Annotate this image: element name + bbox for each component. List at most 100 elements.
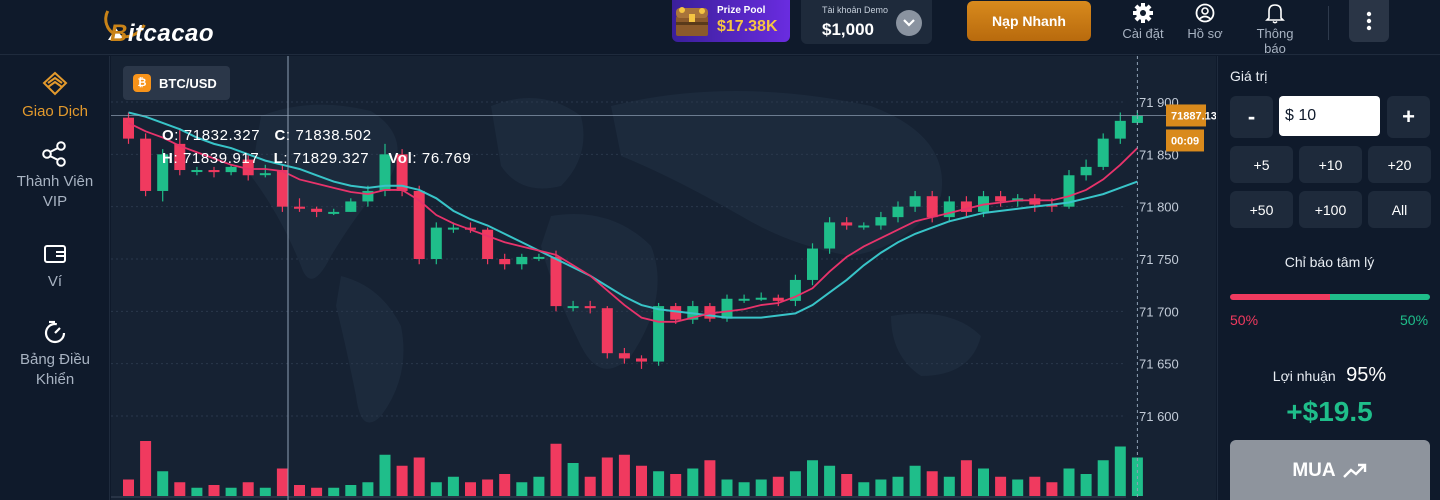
candle-body	[242, 159, 254, 176]
volume-bar	[687, 468, 699, 496]
dashboard-icon	[44, 320, 66, 344]
candle-body	[1097, 138, 1109, 167]
candle-body	[550, 256, 562, 307]
volume-bars	[111, 441, 1143, 498]
amount-input[interactable]: $ 10	[1279, 96, 1380, 136]
buy-button[interactable]: MUA	[1230, 440, 1430, 500]
quick-amount-all[interactable]: All	[1368, 191, 1431, 228]
candle-body	[943, 201, 955, 218]
logo[interactable]: Bitcacao	[52, 0, 214, 47]
quick-amount-10[interactable]: +10	[1299, 146, 1362, 183]
quick-amount-20[interactable]: +20	[1368, 146, 1431, 183]
sidebar-item-dashboard[interactable]: Bảng Điều Khiển	[0, 318, 110, 390]
kebab-menu-icon	[1366, 11, 1372, 31]
ohlc-row-2: H: 71839.917 L: 71829.327 Vol: 76.769	[162, 150, 472, 167]
profit-percent: 95%	[1346, 364, 1387, 386]
candle-body	[533, 256, 545, 259]
price-chart[interactable]: 71 900 71 850 71 800 71 750 71 700 71 650 71 6…	[111, 56, 1216, 500]
candle-body	[841, 222, 853, 226]
trade-panel: Giá trị - $ 10 + +5 +10 +20 +50 +100 All…	[1217, 56, 1440, 500]
sidebar-item-label: Thành Viên VIP	[16, 173, 94, 210]
profit-value: +$19.5	[1286, 396, 1373, 427]
candle-body	[1080, 166, 1092, 176]
gear-icon	[1133, 3, 1153, 23]
volume-bar	[447, 476, 459, 496]
volume-bar	[960, 460, 972, 496]
high-value: 71839.917	[182, 150, 260, 167]
volume-bar	[1097, 460, 1109, 496]
increase-amount-button[interactable]: +	[1387, 96, 1430, 138]
user-icon	[1195, 3, 1215, 23]
countdown-label: 00:09	[1171, 135, 1199, 147]
volume-bar	[1063, 468, 1075, 496]
volume-bar	[123, 479, 134, 496]
sentiment-sell-fill	[1230, 294, 1330, 300]
volume-bar	[653, 471, 665, 496]
low-value: 71829.327	[292, 150, 370, 167]
quick-amount-100[interactable]: +100	[1299, 191, 1362, 228]
sidebar-item-vip[interactable]: Thành Viên VIP	[0, 140, 110, 212]
sentiment-sell-percent: 50%	[1230, 312, 1259, 328]
settings-button[interactable]: Cài đặt	[1113, 2, 1173, 41]
candle-body	[636, 358, 647, 362]
quick-amount-50[interactable]: +50	[1230, 191, 1293, 228]
volume-value: 76.769	[421, 150, 472, 167]
candle-body	[755, 297, 767, 300]
sidebar-item-wallet[interactable]: Ví	[0, 240, 110, 292]
pair-selector[interactable]: ₿ BTC/USD	[123, 66, 230, 100]
volume-bar	[704, 460, 716, 496]
candle-body	[294, 206, 305, 209]
candle-body	[584, 306, 596, 309]
candle-body	[618, 353, 630, 359]
volume-bar	[379, 454, 391, 496]
prize-pool-value: $17.38K	[717, 18, 778, 35]
volume-bar	[858, 482, 870, 496]
volume-bar	[362, 482, 374, 496]
profile-label: Hồ sơ	[1187, 26, 1223, 41]
volume-bar	[841, 474, 853, 496]
volume-bar	[140, 441, 152, 496]
candle-body	[670, 306, 682, 320]
notifications-button[interactable]: Thông báo	[1245, 2, 1305, 56]
candle-body	[704, 306, 716, 319]
price-tick-label: 71 650	[1139, 357, 1179, 372]
volume-bar	[567, 463, 579, 496]
account-dropdown-button[interactable]	[896, 10, 922, 36]
volume-bar	[482, 479, 494, 496]
volume-bar	[875, 479, 887, 496]
volume-bar	[755, 479, 767, 496]
deposit-button[interactable]: Nạp Nhanh	[967, 1, 1091, 41]
candle-body	[1046, 204, 1058, 207]
volume-bar	[789, 471, 801, 496]
open-label: O	[162, 127, 175, 144]
candle-body	[447, 227, 459, 230]
sidebar-item-trade[interactable]: Giao Dịch	[0, 70, 110, 122]
volume-bar	[926, 471, 938, 496]
volume-bar	[772, 476, 784, 496]
volume-bar	[824, 465, 836, 496]
candle-body	[208, 170, 220, 173]
prize-pool[interactable]: Prize Pool $17.38K	[672, 0, 790, 42]
candle-body	[430, 227, 442, 259]
more-menu-button[interactable]	[1349, 0, 1389, 42]
candle-body	[191, 170, 203, 173]
profile-button[interactable]: Hồ sơ	[1175, 2, 1235, 41]
volume-bar	[242, 482, 254, 496]
volume-bar	[978, 468, 989, 496]
decrease-amount-button[interactable]: -	[1230, 96, 1273, 138]
candle-body	[858, 225, 870, 228]
account-selector[interactable]: Tài khoản Demo $1,000	[801, 0, 932, 44]
volume-bar	[174, 482, 186, 496]
volume-bar	[943, 476, 955, 496]
bitcoin-icon: ₿	[133, 74, 151, 92]
volume-bar	[191, 487, 203, 496]
volume-bar	[208, 485, 220, 496]
price-tick-label: 71 750	[1139, 252, 1179, 267]
quick-amount-5[interactable]: +5	[1230, 146, 1293, 183]
candle-body	[465, 227, 476, 230]
volume-bar	[276, 468, 288, 496]
volume-bar	[892, 476, 904, 496]
pair-label: BTC/USD	[159, 75, 217, 91]
account-balance: $1,000	[822, 20, 874, 39]
